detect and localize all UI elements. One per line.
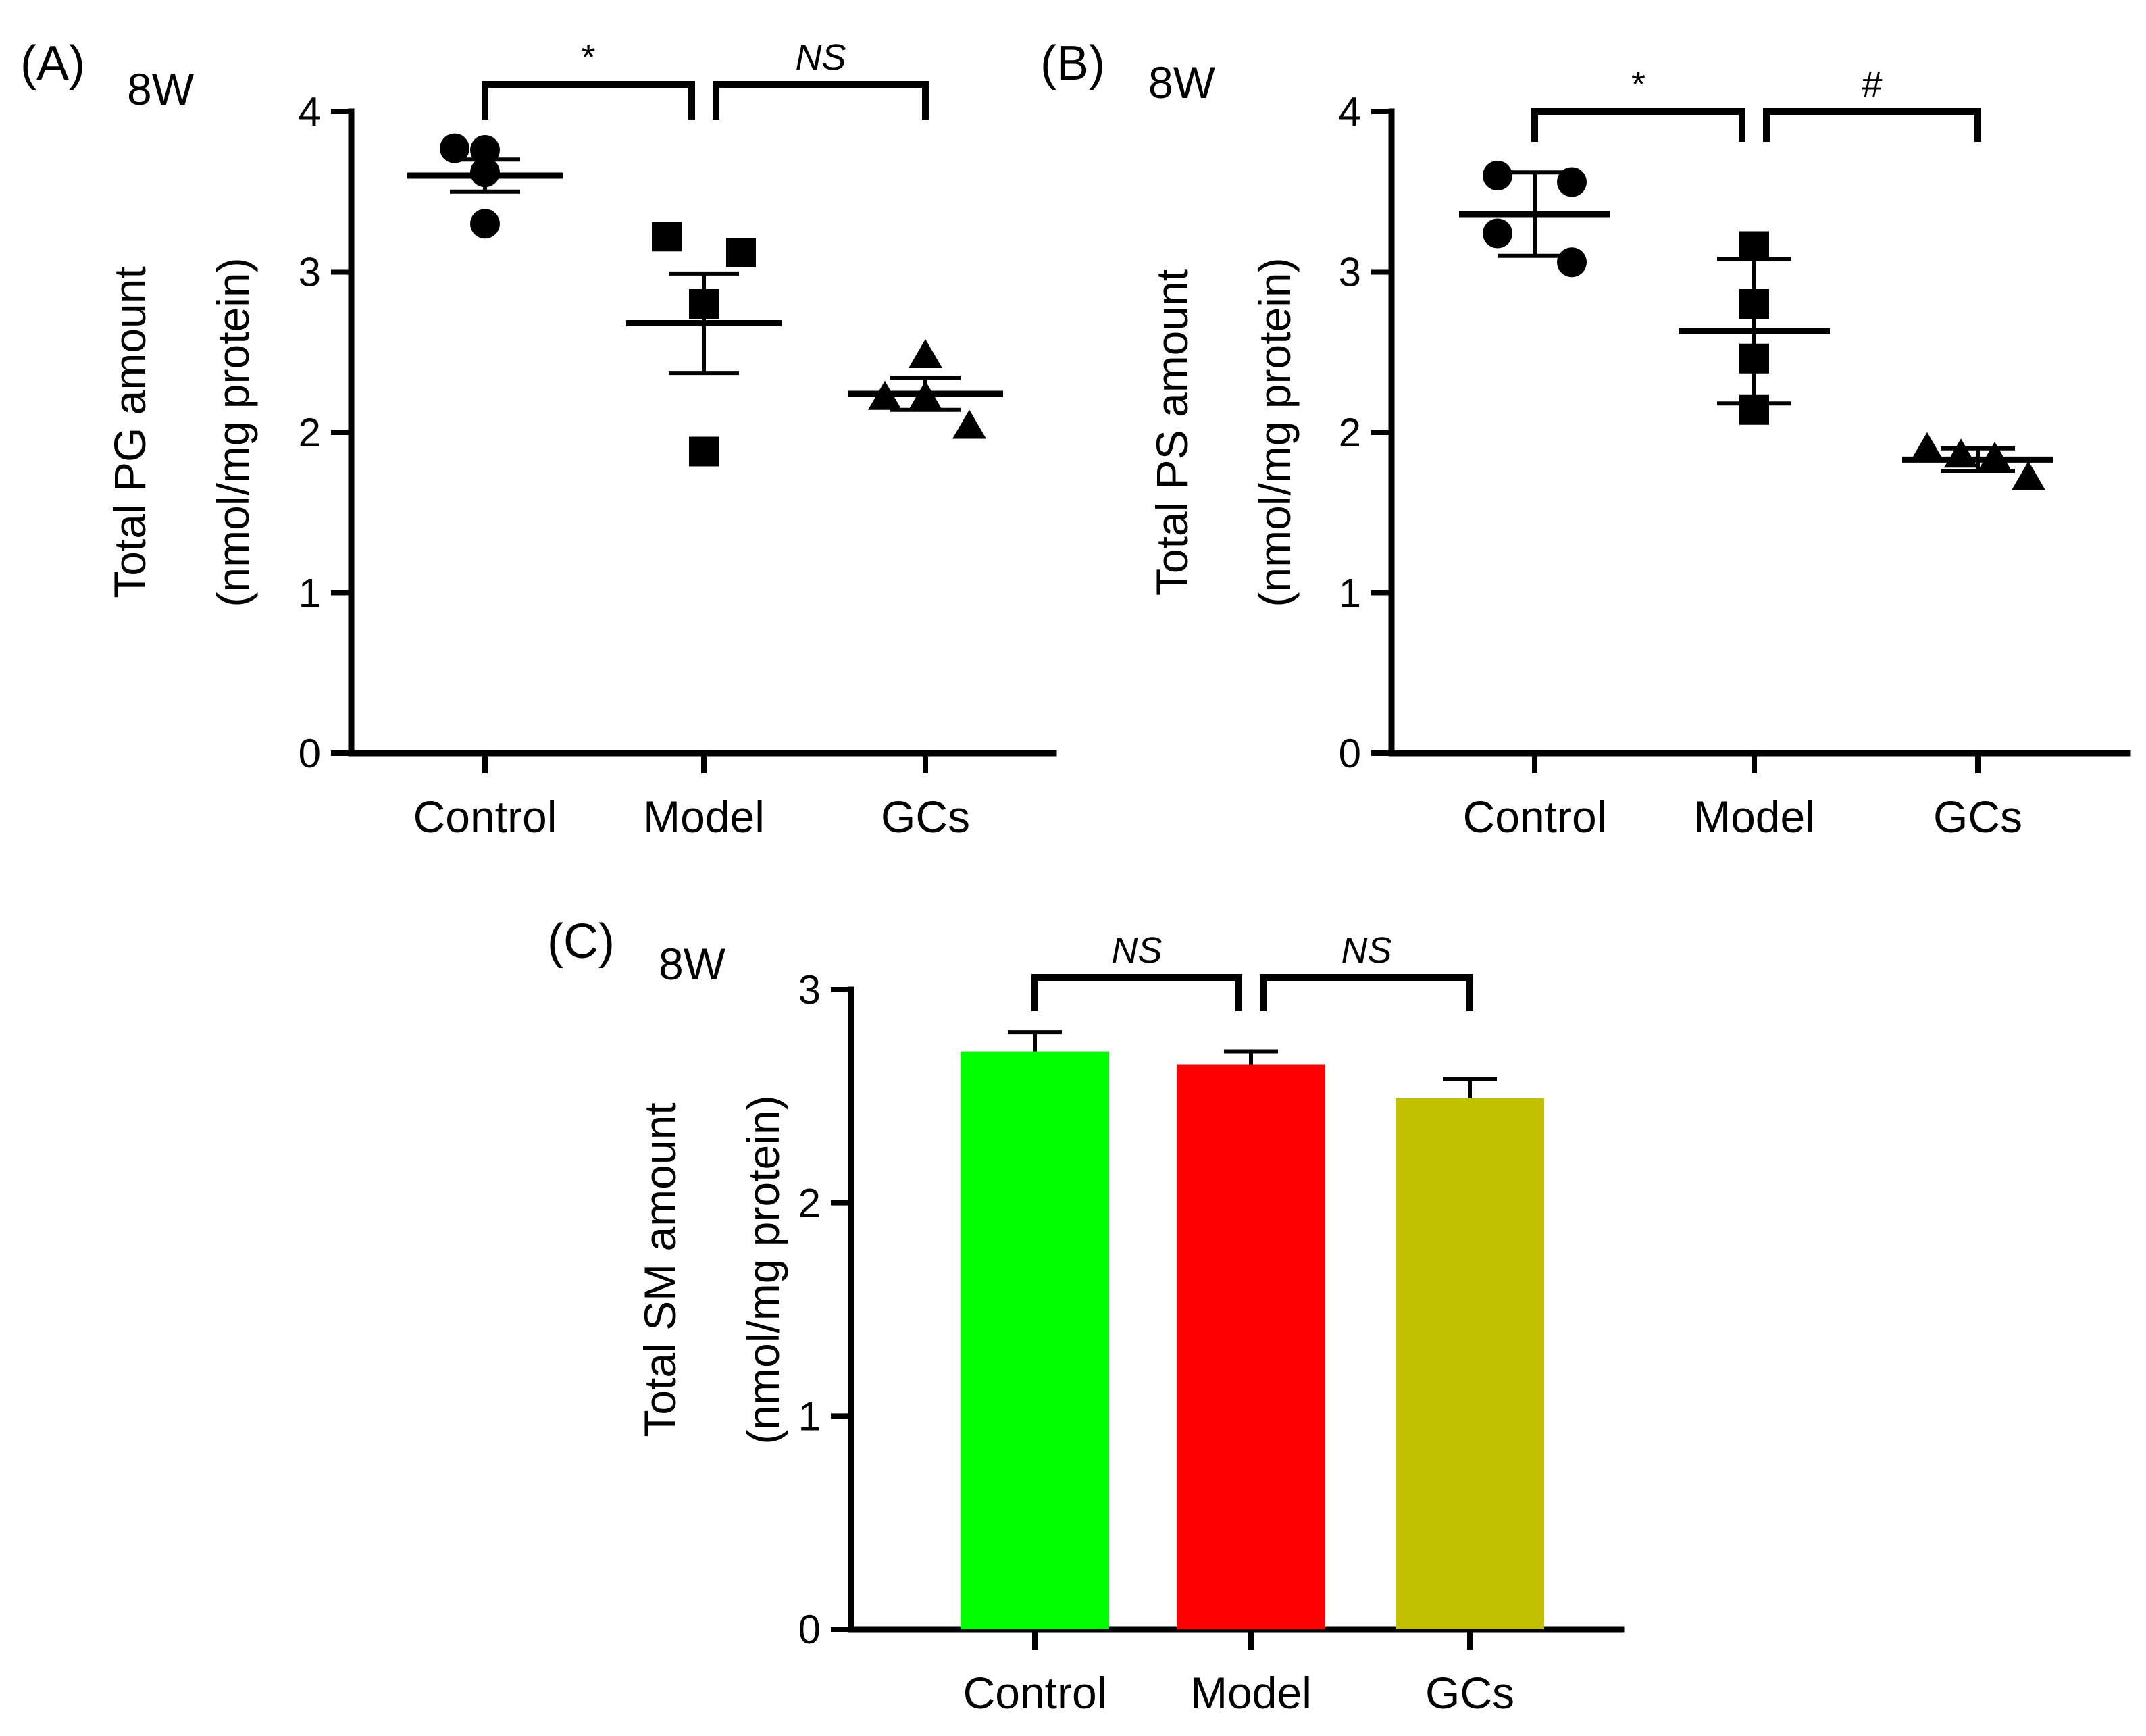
panel-b-ps-scatter: (B) 8W Total PS amount (nmol/mg protein)… <box>1040 36 2131 842</box>
panel-a-timepoint: 8W <box>127 64 195 114</box>
panel-a-ytick-label: 2 <box>299 410 321 455</box>
panel-b-timepoint: 8W <box>1148 57 1216 107</box>
panel-a-ylabel-line2: (nmol/mg protein) <box>208 257 258 607</box>
panel-b-ytick-label: 3 <box>1339 250 1361 295</box>
data-point <box>909 339 942 368</box>
panel-a-ytick-label: 1 <box>299 571 321 616</box>
panel-a-pg-scatter: (A) 8W Total PG amount (nmol/mg protein)… <box>20 36 1057 842</box>
panel-b-ytick-label: 2 <box>1339 410 1361 455</box>
panel-b-ytick-label: 0 <box>1339 731 1361 776</box>
panel-c-ytick-label: 0 <box>798 1607 821 1652</box>
panel-b-axes: 0 1 2 3 4 Control Model GCs <box>1339 89 2131 842</box>
data-point <box>1910 432 1944 461</box>
panel-c-ytick-label: 3 <box>798 967 821 1013</box>
data-point <box>1483 161 1512 190</box>
significance-bracket <box>713 81 929 120</box>
panel-c-ylabel-line1: Total SM amount <box>635 1102 685 1437</box>
data-point <box>470 209 500 239</box>
data-point <box>726 238 756 267</box>
panel-c-ytick-label: 1 <box>798 1394 821 1439</box>
panel-b-ytick-label: 4 <box>1339 89 1361 134</box>
bar <box>1177 1064 1325 1629</box>
panel-c-marks: NS NS <box>961 930 1544 1629</box>
panel-c-label: (C) <box>547 915 615 969</box>
panel-a-ytick-label: 0 <box>299 731 321 776</box>
data-point <box>652 222 682 252</box>
data-point <box>1557 247 1587 278</box>
significance-label: * <box>581 37 595 78</box>
data-point <box>440 133 469 163</box>
data-point <box>1978 442 2012 471</box>
bar <box>961 1051 1109 1629</box>
significance-bracket <box>1531 108 1745 142</box>
data-point <box>952 409 986 439</box>
panel-a-ylabel-line1: Total PG amount <box>105 266 155 598</box>
significance-bracket <box>1763 108 1981 142</box>
bar <box>1396 1098 1544 1629</box>
panel-c-category-label: Control <box>963 1668 1107 1718</box>
panel-a-marks: * NS <box>407 37 1003 467</box>
panel-b-ylabel-line2: (nmol/mg protein) <box>1250 257 1300 607</box>
panel-b-label: (B) <box>1040 36 1105 91</box>
panel-a-axes: 0 1 2 3 4 Control Model GCs <box>299 89 1057 842</box>
significance-label: * <box>1631 64 1645 105</box>
panel-b-marks: * # <box>1459 64 2053 490</box>
panel-a-ytick-label: 4 <box>299 89 321 134</box>
significance-bracket <box>482 81 695 120</box>
panel-b-ylabel-line1: Total PS amount <box>1147 269 1197 596</box>
panel-a-category-label: GCs <box>881 792 970 842</box>
significance-label: NS <box>795 37 846 78</box>
significance-label: NS <box>1341 930 1391 971</box>
panel-a-category-label: Model <box>643 792 765 842</box>
panel-c-timepoint: 8W <box>659 939 726 989</box>
data-point <box>470 135 500 165</box>
data-point <box>1557 167 1587 197</box>
panel-c-category-label: Model <box>1190 1668 1312 1718</box>
panel-c-sm-bar: (C) 8W Total SM amount (nmol/mg protein)… <box>547 915 1625 1718</box>
panel-b-ytick-label: 1 <box>1339 571 1361 616</box>
significance-label: NS <box>1111 930 1162 971</box>
panel-b-category-label: GCs <box>1933 792 2022 842</box>
data-point <box>689 436 719 467</box>
panel-c-ytick-label: 2 <box>798 1181 821 1226</box>
data-point <box>2012 461 2045 490</box>
data-point <box>1483 218 1512 249</box>
panel-c-category-label: GCs <box>1425 1668 1514 1718</box>
panel-a-label: (A) <box>20 36 85 91</box>
significance-bracket <box>1031 974 1242 1011</box>
panel-c-ylabel-line2: (nmol/mg protein) <box>738 1095 788 1444</box>
panel-b-category-label: Model <box>1693 792 1815 842</box>
significance-label: # <box>1862 64 1882 105</box>
panel-a-ytick-label: 3 <box>299 250 321 295</box>
data-point <box>1739 231 1769 261</box>
panel-b-category-label: Control <box>1463 792 1607 842</box>
significance-bracket <box>1260 974 1473 1011</box>
panel-a-category-label: Control <box>413 792 557 842</box>
